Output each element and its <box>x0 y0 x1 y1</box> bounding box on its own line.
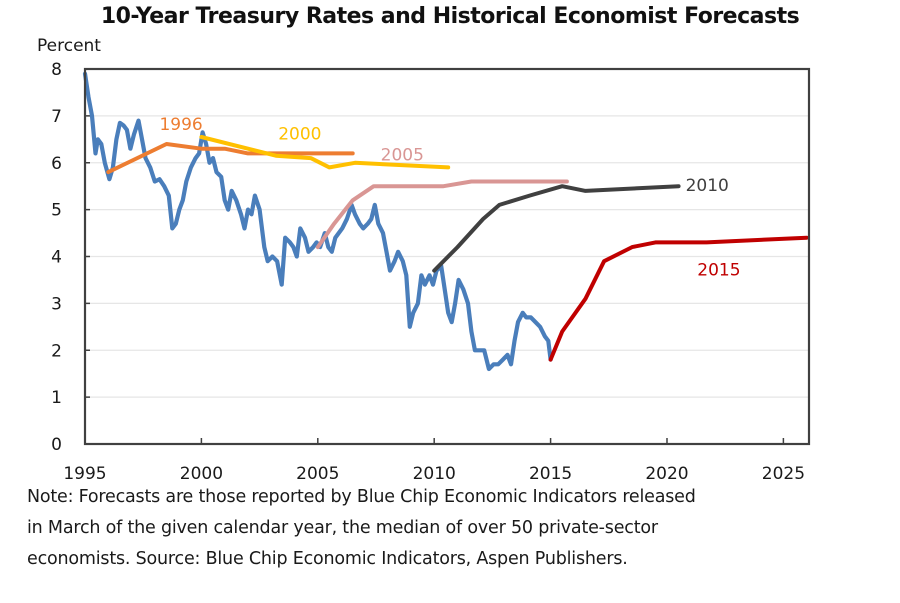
y-tick-label: 3 <box>51 294 62 314</box>
y-tick-label: 1 <box>51 388 62 408</box>
x-tick-label: 2025 <box>762 464 805 484</box>
y-tick-label: 6 <box>51 154 62 174</box>
note-line: economists. Source: Blue Chip Economic I… <box>27 549 628 569</box>
y-tick-label: 5 <box>51 201 62 221</box>
series-line-forecast-2000 <box>199 135 451 170</box>
plot-frame <box>83 67 811 446</box>
gridlines <box>85 115 809 398</box>
chart-title: 10-Year Treasury Rates and Historical Ec… <box>100 4 800 29</box>
series-line-forecast-2010 <box>432 184 681 273</box>
x-tick-label: 1995 <box>63 464 106 484</box>
x-axis-ticks: 1995 2000 2005 2010 2015 2020 2025 <box>63 438 805 484</box>
x-tick-label: 2000 <box>180 464 223 484</box>
series-line-actual-rate <box>82 71 553 372</box>
y-tick-label: 0 <box>51 435 62 455</box>
x-tick-label: 2015 <box>529 464 572 484</box>
series-labels: 1996 2000 2005 2010 2015 <box>159 115 740 280</box>
x-tick-label: 2010 <box>413 464 456 484</box>
series-label-2010: 2010 <box>686 176 729 196</box>
y-tick-label: 8 <box>51 60 62 80</box>
series-lines <box>82 71 809 372</box>
series-label-2005: 2005 <box>381 145 424 165</box>
series-line-forecast-2005 <box>315 179 569 250</box>
x-tick-label: 2005 <box>296 464 339 484</box>
y-tick-label: 4 <box>51 248 62 268</box>
note-line: in March of the given calendar year, the… <box>27 518 658 538</box>
y-tick-label: 7 <box>51 107 62 127</box>
series-line-forecast-2015 <box>548 235 809 362</box>
series-label-2015: 2015 <box>697 260 740 280</box>
chart-note: Note: Forecasts are those reported by Bl… <box>27 482 887 575</box>
y-tick-label: 2 <box>51 341 62 361</box>
series-label-1996: 1996 <box>159 115 202 135</box>
y-axis-label: Percent <box>37 36 101 56</box>
note-line: Note: Forecasts are those reported by Bl… <box>27 487 696 507</box>
x-tick-label: 2020 <box>645 464 688 484</box>
series-label-2000: 2000 <box>278 124 321 144</box>
